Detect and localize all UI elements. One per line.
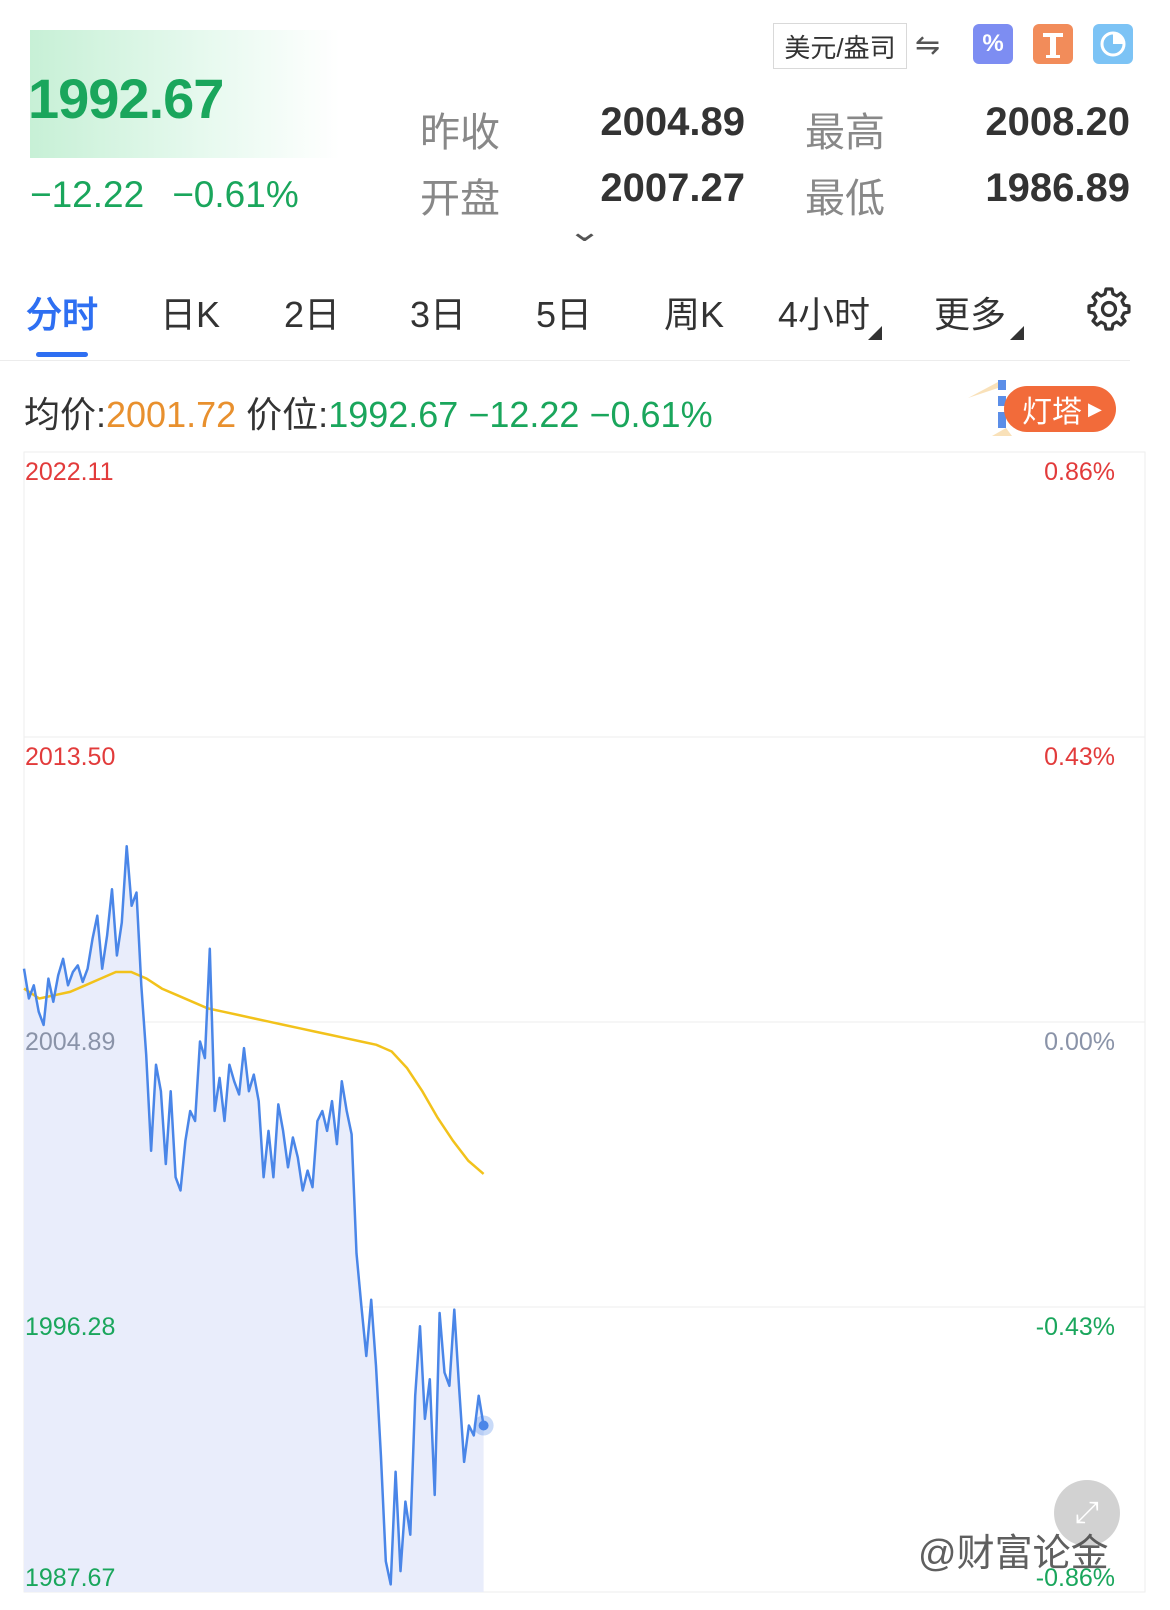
intraday-chart[interactable]: 2022.11 2013.50 2004.89 1996.28 1987.67 0.86%… (0, 430, 1170, 1610)
play-arrow-icon: ▶ (1088, 398, 1102, 419)
avg-value: 2001.72 (106, 394, 237, 435)
tab-3day[interactable]: 3日 (410, 294, 467, 335)
unit-toggle-button[interactable]: 美元/盎司 (773, 23, 907, 69)
open-value: 2007.27 (600, 166, 745, 210)
tabs-divider (0, 360, 1130, 361)
last-point (478, 1420, 489, 1431)
price-area (24, 846, 484, 1592)
percent-icon[interactable]: % (973, 24, 1013, 64)
change-value: −12.22 (30, 174, 145, 215)
price-highlight (30, 30, 340, 158)
watermark: @财富论金 (918, 1533, 1109, 1575)
price-change: −12.22 −0.61% (30, 174, 327, 216)
price-line (22, 844, 485, 1586)
low-label: 最低 (805, 177, 885, 221)
avg-label: 均价: (24, 394, 107, 435)
right-tick-label: 0.86% (1044, 458, 1115, 486)
avg-price-line (23, 970, 485, 1175)
lighthouse-label: 灯塔 (1022, 396, 1082, 429)
left-tick-label: 2022.11 (25, 458, 114, 486)
right-tick-label: 0.43% (1044, 743, 1115, 771)
right-tick-label: 0.00% (1044, 1028, 1115, 1056)
position-change: −12.22 (468, 394, 580, 435)
tab-2day[interactable]: 2日 (284, 294, 341, 335)
last-price: 1992.67 (28, 67, 224, 130)
pie-chart-icon[interactable] (1093, 24, 1133, 64)
position-label: 价位: (246, 394, 329, 435)
prev-close-label: 昨收 (420, 111, 500, 155)
tab-weekly-k[interactable]: 周K (664, 294, 725, 335)
gear-icon[interactable] (1086, 286, 1132, 332)
tab-intraday[interactable]: 分时 (26, 294, 99, 335)
tab-4hour-dropdown-icon (868, 326, 882, 340)
high-value: 2008.20 (985, 100, 1130, 144)
chevron-down-icon[interactable]: ⌄ (566, 215, 603, 248)
left-tick-label: 2013.50 (25, 743, 115, 771)
expand-icon[interactable]: ⤢ (1054, 1480, 1120, 1546)
info-line: 均价:2001.72 价位:1992.67 −12.22 −0.61% (24, 386, 713, 438)
low-value: 1986.89 (985, 166, 1130, 210)
left-tick-label: 1996.28 (25, 1313, 115, 1341)
right-tick-label: -0.86% (1036, 1564, 1115, 1592)
right-tick-label: -0.43% (1036, 1313, 1115, 1341)
position-change-percent: −0.61% (589, 394, 713, 435)
tab-4hour[interactable]: 4小时 (778, 294, 871, 335)
tab-more-dropdown-icon (1010, 326, 1024, 340)
left-tick-label: 1987.67 (25, 1564, 115, 1592)
tab-daily-k[interactable]: 日K (160, 294, 221, 335)
change-percent: −0.61% (172, 174, 299, 215)
lighthouse-icon[interactable] (1033, 24, 1073, 64)
lighthouse-button[interactable]: 灯塔 ▶ (1004, 386, 1116, 432)
tab-more[interactable]: 更多 (934, 294, 1007, 335)
left-tick-label: 2004.89 (25, 1028, 115, 1056)
open-label: 开盘 (420, 177, 500, 221)
prev-close-value: 2004.89 (600, 100, 745, 144)
high-label: 最高 (805, 111, 885, 155)
swap-arrows-icon[interactable]: ⇋ (915, 29, 941, 62)
lighthouse-decoration-icon (968, 380, 1012, 436)
position-value: 1992.67 (328, 394, 459, 435)
tab-5day[interactable]: 5日 (536, 294, 593, 335)
active-tab-indicator (36, 352, 88, 357)
